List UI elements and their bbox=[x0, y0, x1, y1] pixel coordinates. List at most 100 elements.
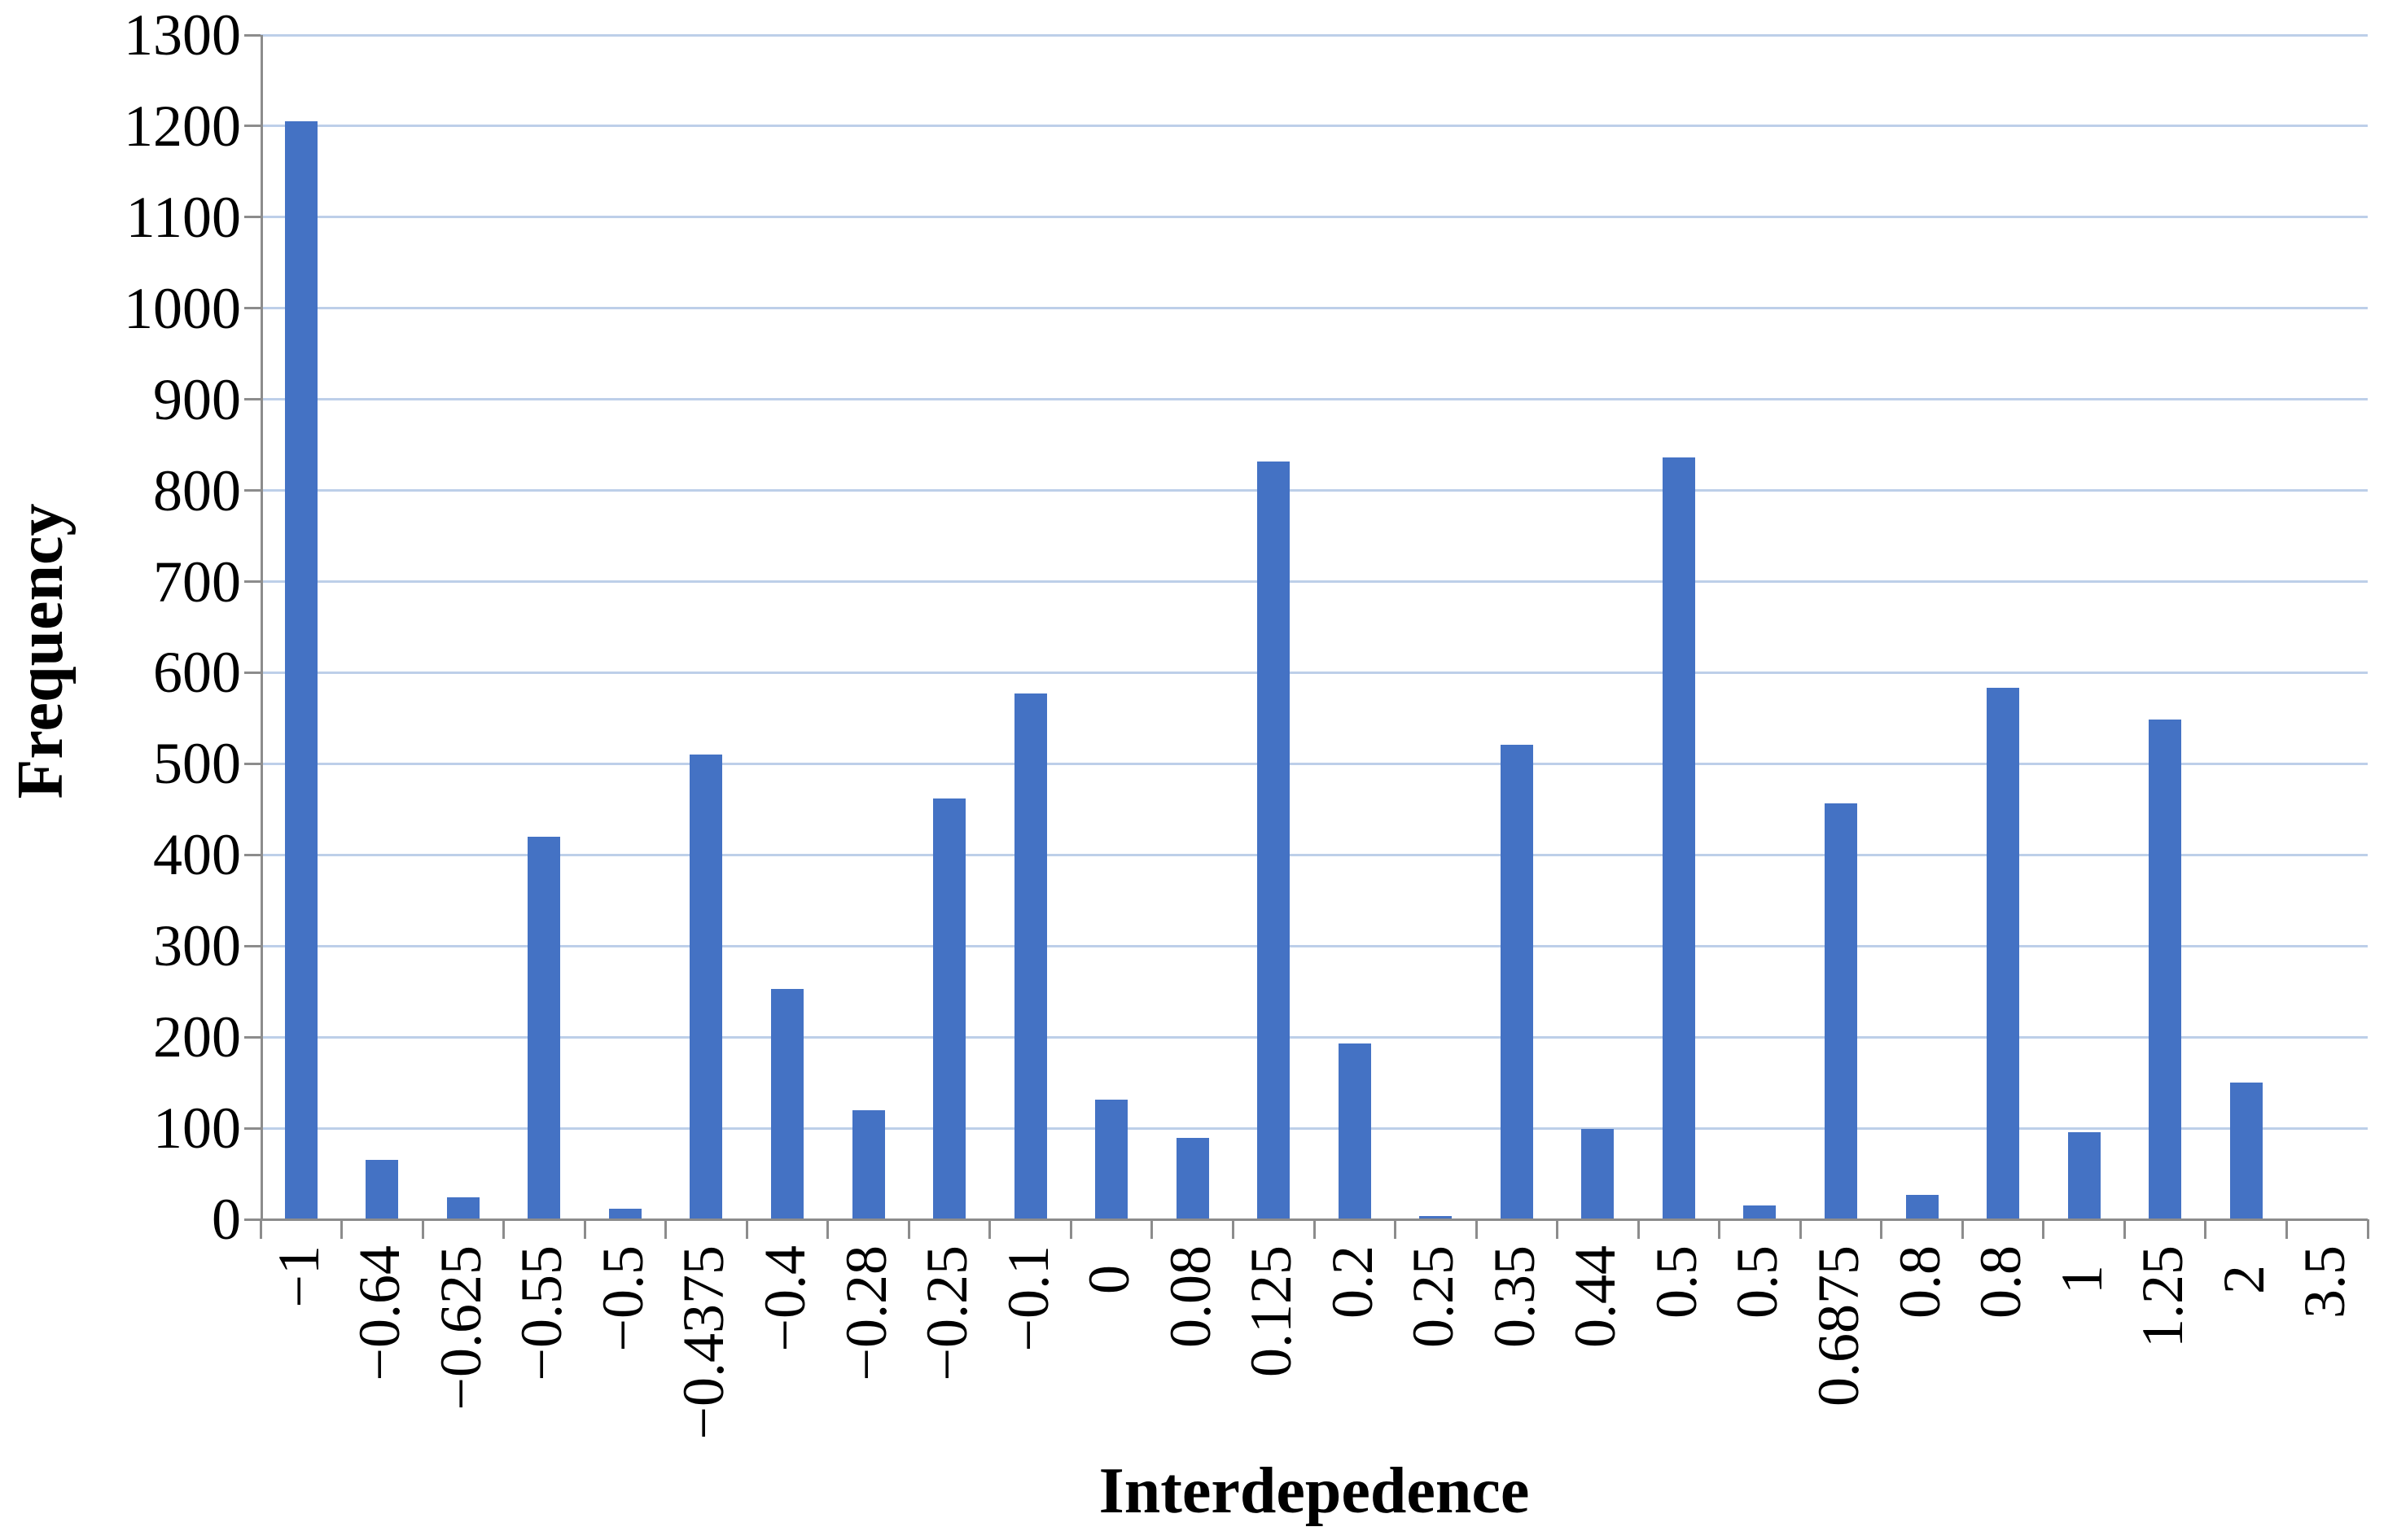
y-axis-tick-0 bbox=[244, 1218, 261, 1221]
gridline-1200 bbox=[261, 125, 2368, 128]
gridline-300 bbox=[261, 944, 2368, 947]
x-tick-label-8: −0.25 bbox=[914, 1245, 982, 1391]
y-axis-tick-300 bbox=[244, 944, 261, 947]
gridline-600 bbox=[261, 671, 2368, 674]
x-axis-tick-11 bbox=[1150, 1219, 1154, 1239]
x-axis-tick-2 bbox=[421, 1219, 424, 1239]
bar-−0.5 bbox=[609, 1209, 642, 1219]
bar-0.25 bbox=[1419, 1216, 1452, 1219]
y-tick-label-100: 100 bbox=[153, 1096, 241, 1162]
x-tick-label-2: −0.625 bbox=[428, 1245, 496, 1420]
x-tick-label-12: 0.125 bbox=[1238, 1245, 1306, 1387]
x-tick-label-11: 0.08 bbox=[1157, 1245, 1225, 1358]
bar-1 bbox=[2068, 1132, 2101, 1219]
x-tick-label-19: 0.6875 bbox=[1806, 1245, 1873, 1416]
bar-0.2 bbox=[1339, 1043, 1371, 1219]
y-tick-label-1300: 1300 bbox=[124, 2, 241, 68]
bar-−0.28 bbox=[852, 1110, 885, 1219]
bar-0.44 bbox=[1581, 1129, 1614, 1219]
x-tick-label-text: −0.5 bbox=[589, 1245, 655, 1352]
gridline-100 bbox=[261, 1127, 2368, 1130]
x-tick-label-text: −0.25 bbox=[914, 1245, 980, 1381]
y-axis-tick-800 bbox=[244, 489, 261, 492]
bar-0.08 bbox=[1177, 1138, 1209, 1219]
y-axis-tick-1100 bbox=[244, 216, 261, 219]
bar-−0.1 bbox=[1014, 693, 1047, 1219]
y-tick-label-600: 600 bbox=[153, 640, 241, 706]
gridline-700 bbox=[261, 580, 2368, 584]
gridline-1100 bbox=[261, 216, 2368, 219]
y-tick-label-700: 700 bbox=[153, 549, 241, 615]
y-tick-label-400: 400 bbox=[153, 822, 241, 888]
x-axis-tick-8 bbox=[907, 1219, 910, 1239]
x-tick-label-1: −0.64 bbox=[347, 1245, 414, 1391]
bar-−0.55 bbox=[528, 837, 560, 1219]
x-axis-tick-19 bbox=[1799, 1219, 1802, 1239]
x-tick-label-25: 3.5 bbox=[2292, 1245, 2360, 1328]
x-tick-label-text: −0.64 bbox=[347, 1245, 413, 1381]
x-axis-tick-22 bbox=[2042, 1219, 2045, 1239]
x-tick-label-text: 0.125 bbox=[1238, 1245, 1304, 1377]
gridline-1300 bbox=[261, 33, 2368, 37]
x-axis-tick-6 bbox=[745, 1219, 748, 1239]
y-tick-label-300: 300 bbox=[153, 913, 241, 979]
x-axis-tick-20 bbox=[1880, 1219, 1883, 1239]
x-tick-label-10: 0 bbox=[1076, 1245, 1144, 1304]
x-tick-label-text: 0.25 bbox=[1400, 1245, 1466, 1348]
x-tick-label-text: −0.55 bbox=[509, 1245, 575, 1381]
y-axis-tick-400 bbox=[244, 853, 261, 856]
y-axis-tick-500 bbox=[244, 762, 261, 765]
gridline-200 bbox=[261, 1035, 2368, 1039]
x-axis-title: Interdepedence bbox=[261, 1459, 2368, 1524]
x-axis-tick-3 bbox=[502, 1219, 506, 1239]
bar-0.35 bbox=[1501, 745, 1533, 1219]
y-axis-tick-700 bbox=[244, 580, 261, 584]
y-tick-label-800: 800 bbox=[153, 457, 241, 523]
x-tick-label-text: 1 bbox=[2049, 1265, 2114, 1294]
x-tick-label-text: 0.08 bbox=[1157, 1245, 1223, 1348]
bar-−1 bbox=[285, 121, 318, 1219]
x-axis-tick-5 bbox=[664, 1219, 668, 1239]
x-tick-label-18: 0.5 bbox=[1724, 1245, 1792, 1328]
x-tick-label-3: −0.55 bbox=[509, 1245, 576, 1391]
x-axis-tick-10 bbox=[1069, 1219, 1072, 1239]
y-axis-tick-600 bbox=[244, 671, 261, 674]
x-tick-label-5: −0.4375 bbox=[671, 1245, 738, 1450]
gridline-800 bbox=[261, 489, 2368, 492]
bar-0.5 bbox=[1743, 1205, 1776, 1219]
x-axis-tick-1 bbox=[340, 1219, 344, 1239]
x-axis-tick-15 bbox=[1475, 1219, 1478, 1239]
x-axis-tick-4 bbox=[583, 1219, 586, 1239]
x-axis-tick-17 bbox=[1637, 1219, 1640, 1239]
x-axis-tick-9 bbox=[988, 1219, 992, 1239]
bar-−0.625 bbox=[447, 1197, 480, 1219]
x-axis-title-text: Interdepedence bbox=[1098, 1455, 1530, 1527]
bar-0 bbox=[1095, 1100, 1128, 1219]
y-axis-tick-1300 bbox=[244, 33, 261, 37]
x-tick-label-17: 0.5 bbox=[1644, 1245, 1711, 1328]
y-tick-label-200: 200 bbox=[153, 1004, 241, 1070]
x-tick-label-text: −0.4 bbox=[752, 1245, 817, 1352]
x-axis-tick-0 bbox=[259, 1219, 262, 1239]
x-tick-label-text: 0.5 bbox=[1724, 1245, 1790, 1319]
x-tick-label-9: −0.1 bbox=[996, 1245, 1063, 1362]
y-tick-label-1200: 1200 bbox=[124, 93, 241, 159]
x-tick-label-text: 0.2 bbox=[1319, 1245, 1385, 1319]
gridline-1000 bbox=[261, 307, 2368, 310]
bar-0.8 bbox=[1987, 688, 2019, 1219]
x-tick-label-text: 0.8 bbox=[1968, 1245, 2034, 1319]
y-axis-line bbox=[261, 35, 263, 1219]
x-axis-tick-18 bbox=[1718, 1219, 1721, 1239]
x-axis-tick-16 bbox=[1556, 1219, 1559, 1239]
bar-0.8 bbox=[1906, 1195, 1939, 1219]
x-tick-label-text: 0 bbox=[1076, 1265, 1142, 1294]
x-tick-label-4: −0.5 bbox=[589, 1245, 658, 1362]
y-tick-label-1000: 1000 bbox=[124, 275, 241, 341]
gridline-900 bbox=[261, 398, 2368, 401]
x-axis-tick-21 bbox=[1961, 1219, 1964, 1239]
bar-0.6875 bbox=[1825, 803, 1857, 1219]
x-tick-label-text: 0.6875 bbox=[1806, 1245, 1871, 1407]
y-tick-label-500: 500 bbox=[153, 731, 241, 797]
x-tick-label-24: 2 bbox=[2211, 1245, 2279, 1304]
bar-−0.4375 bbox=[690, 755, 722, 1219]
